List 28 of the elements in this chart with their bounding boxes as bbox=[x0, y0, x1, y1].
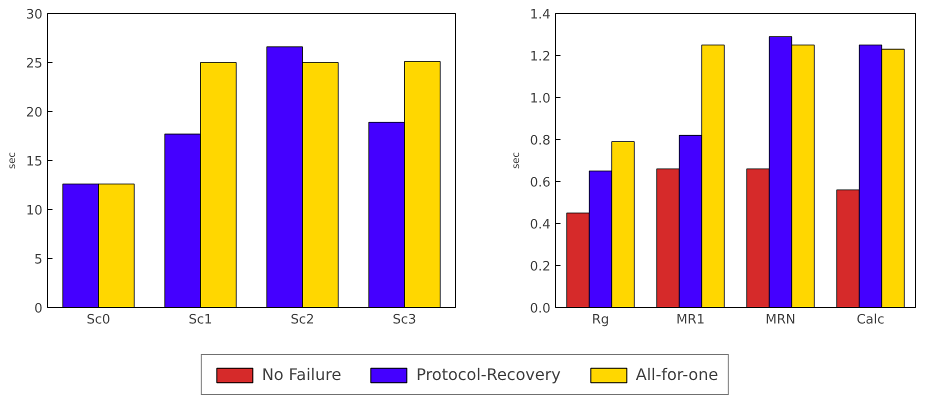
y-tick-label: 0.0 bbox=[530, 302, 551, 316]
y-tick-label: 30 bbox=[26, 8, 43, 22]
y-tick-label: 20 bbox=[26, 106, 43, 120]
y-tick-label: 0 bbox=[34, 302, 43, 316]
y-tick-label: 5 bbox=[34, 252, 43, 268]
y-tick-label: 0.2 bbox=[530, 260, 551, 274]
y-tick-label: 0.8 bbox=[530, 134, 551, 148]
y-tick-label: 1.4 bbox=[530, 8, 551, 22]
x-tick-label: Calc bbox=[856, 312, 884, 328]
y-tick-label: 1.0 bbox=[530, 92, 551, 106]
y-tick-label: 0.6 bbox=[530, 176, 551, 190]
x-tick-label: Rg bbox=[592, 312, 610, 328]
y-axis-title: sec bbox=[6, 152, 18, 169]
y-axis-title: sec bbox=[510, 152, 522, 169]
legend-label: Protocol-Recovery bbox=[416, 365, 561, 384]
x-tick-label: Sc2 bbox=[290, 312, 314, 328]
y-tick-label: 10 bbox=[26, 204, 43, 218]
y-tick-label: 25 bbox=[26, 56, 43, 72]
y-tick-label: 15 bbox=[26, 154, 43, 170]
x-tick-label: Sc0 bbox=[86, 312, 110, 328]
y-tick-label: 1.2 bbox=[530, 50, 551, 64]
legend-label: All-for-one bbox=[636, 365, 718, 384]
x-tick-label: MRN bbox=[766, 312, 796, 328]
legend-label: No Failure bbox=[262, 365, 342, 384]
y-tick-label: 0.4 bbox=[530, 218, 551, 232]
x-tick-label: MR1 bbox=[676, 312, 705, 328]
x-tick-label: Sc1 bbox=[188, 312, 212, 328]
x-tick-label: Sc3 bbox=[392, 312, 416, 328]
